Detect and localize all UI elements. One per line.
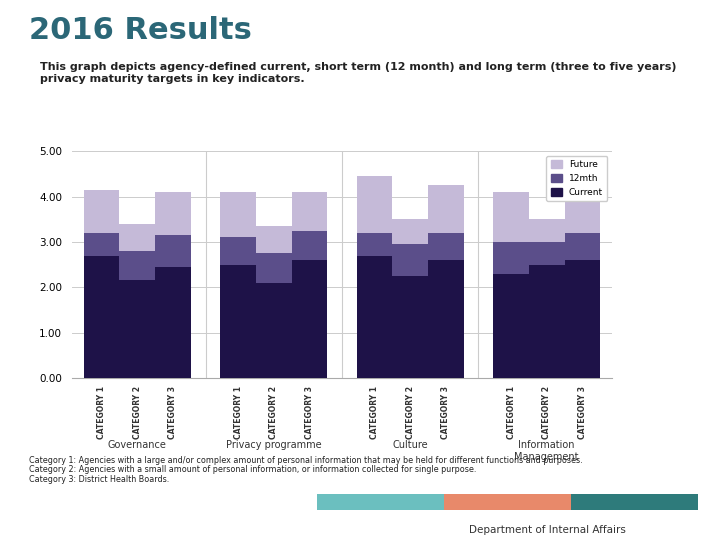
Bar — [220, 238, 256, 265]
Text: Governance: Governance — [108, 440, 167, 450]
Bar — [220, 265, 256, 378]
Bar — [84, 255, 120, 378]
Bar — [292, 192, 327, 231]
Bar — [392, 244, 428, 276]
Bar — [357, 233, 392, 255]
Bar — [155, 267, 191, 378]
Bar — [444, 494, 571, 510]
Bar — [529, 219, 564, 242]
Bar — [428, 260, 464, 378]
Bar — [292, 231, 327, 260]
Bar — [120, 251, 155, 280]
Legend: Future, 12mth, Current: Future, 12mth, Current — [546, 156, 608, 201]
Text: Category 2: Agencies with a small amount of personal information, or information: Category 2: Agencies with a small amount… — [29, 465, 476, 475]
Bar — [493, 192, 529, 242]
Text: 2016 Results: 2016 Results — [29, 16, 252, 45]
Bar — [392, 219, 428, 244]
Bar — [220, 192, 256, 238]
Bar — [256, 226, 292, 253]
Bar — [256, 253, 292, 283]
Bar — [84, 190, 120, 233]
Text: Category 1: Agencies with a large and/or complex amount of personal information : Category 1: Agencies with a large and/or… — [29, 456, 582, 465]
Text: Department of Internal Affairs: Department of Internal Affairs — [469, 525, 626, 535]
Bar — [564, 233, 600, 260]
Text: Privacy programme: Privacy programme — [226, 440, 322, 450]
Bar — [292, 260, 327, 378]
Bar — [120, 224, 155, 251]
Text: Culture: Culture — [392, 440, 428, 450]
Bar — [571, 494, 698, 510]
Bar — [256, 283, 292, 378]
Bar — [357, 176, 392, 233]
Text: Information
Management: Information Management — [515, 440, 579, 462]
Text: Category 3: District Health Boards.: Category 3: District Health Boards. — [29, 475, 169, 484]
Bar — [155, 235, 191, 267]
Bar — [428, 185, 464, 233]
Text: This graph depicts agency-defined current, short term (12 month) and long term (: This graph depicts agency-defined curren… — [40, 62, 676, 84]
Bar — [529, 242, 564, 265]
Bar — [120, 280, 155, 378]
Bar — [357, 255, 392, 378]
Bar — [493, 274, 529, 378]
Bar — [317, 494, 444, 510]
Bar — [564, 202, 600, 233]
Bar — [529, 265, 564, 378]
Bar — [84, 233, 120, 255]
Bar — [564, 260, 600, 378]
Bar — [155, 192, 191, 235]
Bar — [493, 242, 529, 274]
Bar — [428, 233, 464, 260]
Bar — [392, 276, 428, 378]
